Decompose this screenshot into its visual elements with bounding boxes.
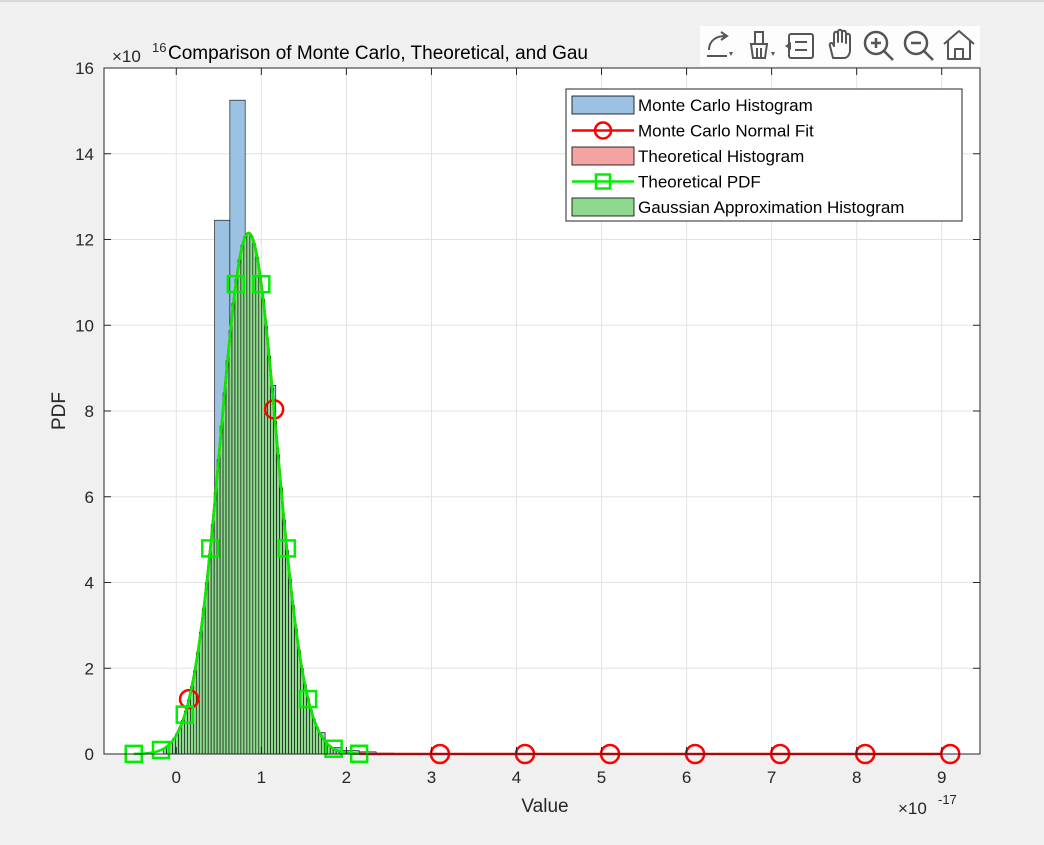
gaussian-bar (246, 232, 251, 754)
gaussian-bar (273, 420, 277, 754)
gaussian-bar (258, 276, 263, 754)
gaussian-bar (222, 392, 227, 754)
x-tick-label: 9 (937, 768, 946, 787)
brush-icon[interactable] (749, 31, 775, 59)
y-tick-label: 0 (85, 745, 94, 764)
window-top-border (0, 0, 1044, 2)
theoretical-pdf-marker (226, 274, 246, 294)
gaussian-bar (252, 243, 257, 754)
normal-fit-marker (178, 688, 200, 710)
legend-label: Monte Carlo Normal Fit (638, 122, 814, 141)
toolbar-backdrop (700, 26, 980, 66)
gaussian-bar (294, 628, 298, 754)
gaussian-bar (249, 235, 254, 754)
gaussian-bar (213, 492, 218, 754)
gaussian-bar (279, 487, 283, 754)
y-axis-multiplier: ×10 16 (112, 40, 166, 66)
x-tick-label: 6 (682, 768, 691, 787)
theoretical-pdf-marker (298, 689, 318, 709)
x-axis-multiplier: ×10 -17 (898, 792, 957, 818)
x-tick-label: 8 (852, 768, 861, 787)
gaussian-bar (261, 299, 266, 754)
y-tick-label: 8 (85, 402, 94, 421)
export-icon[interactable] (707, 31, 733, 57)
y-tick-label: 16 (75, 59, 94, 78)
y-tick-label: 12 (75, 231, 94, 250)
theoretical-pdf-marker (201, 539, 220, 558)
pan-hand-icon[interactable] (828, 28, 851, 59)
legend-marker (594, 173, 612, 190)
gaussian-bar (216, 459, 221, 754)
y-axis-label: PDF (49, 392, 70, 430)
gaussian-bar (237, 259, 242, 754)
datatip-icon[interactable] (785, 33, 814, 59)
x-tick-label: 3 (427, 768, 436, 787)
x-tick-label: 1 (257, 768, 266, 787)
gaussian-bar (291, 604, 295, 754)
theoretical-pdf-marker (151, 740, 171, 760)
legend-label: Gaussian Approximation Histogram (638, 198, 904, 217)
histogram-bars (163, 99, 394, 754)
zoom-in-icon[interactable] (863, 30, 894, 61)
legend-label: Monte Carlo Histogram (638, 96, 813, 115)
legend-label: Theoretical PDF (638, 173, 761, 192)
theoretical-pdf-marker (277, 539, 297, 558)
y-tick-label: 6 (85, 488, 94, 507)
x-multiplier-exponent: -17 (938, 792, 957, 807)
gaussian-bar (207, 554, 212, 754)
zoom-out-icon[interactable] (903, 30, 934, 61)
y-tick-label: 2 (85, 659, 94, 678)
gaussian-bar (255, 257, 260, 754)
axes-toolbar (700, 26, 980, 66)
legend-swatch (571, 95, 635, 115)
home-icon[interactable] (943, 30, 975, 60)
gaussian-bar (270, 387, 274, 754)
gaussian-bar (228, 330, 233, 754)
x-tick-label: 2 (342, 768, 351, 787)
gaussian-bar (288, 578, 292, 754)
y-multiplier-base: ×10 (112, 47, 141, 66)
y-multiplier-exponent: 16 (152, 40, 166, 55)
gaussian-bar (198, 631, 203, 754)
theoretical-pdf-line (133, 231, 360, 756)
gaussian-bar (282, 519, 286, 754)
gaussian-bar (234, 279, 239, 754)
gaussian-bar (231, 302, 236, 754)
gaussian-bar (240, 245, 245, 754)
gaussian-bar (243, 236, 248, 754)
x-multiplier-base: ×10 (898, 799, 927, 818)
gaussian-bar (210, 524, 215, 754)
legend: Monte Carlo Histogram Monte Carlo Normal … (565, 88, 963, 222)
gaussian-bar (285, 550, 289, 754)
x-tick-label: 0 (172, 768, 181, 787)
gaussian-bar (300, 668, 304, 754)
x-tick-label: 4 (512, 768, 521, 787)
theoretical-pdf-marker (324, 739, 343, 758)
x-axis-label: Value (521, 796, 568, 817)
gaussian-bar (219, 425, 224, 754)
legend-swatch (571, 146, 635, 166)
theoretical-pdf-marker (252, 274, 271, 294)
x-tick-label: 5 (597, 768, 606, 787)
gaussian-bar (276, 454, 280, 754)
gaussian-bar (204, 582, 209, 754)
y-tick-label: 10 (75, 316, 94, 335)
legend-marker (593, 121, 613, 140)
y-tick-label: 4 (85, 574, 94, 593)
gaussian-bar (225, 360, 230, 754)
x-tick-label: 7 (767, 768, 776, 787)
theoretical-pdf-marker (175, 705, 195, 724)
y-tick-label: 14 (75, 145, 94, 164)
chart-title: Comparison of Monte Carlo, Theoretical, … (168, 43, 588, 64)
legend-label: Theoretical Histogram (638, 147, 804, 166)
gaussian-bar (201, 608, 206, 754)
legend-swatch (571, 197, 635, 217)
gaussian-bar (264, 326, 269, 754)
